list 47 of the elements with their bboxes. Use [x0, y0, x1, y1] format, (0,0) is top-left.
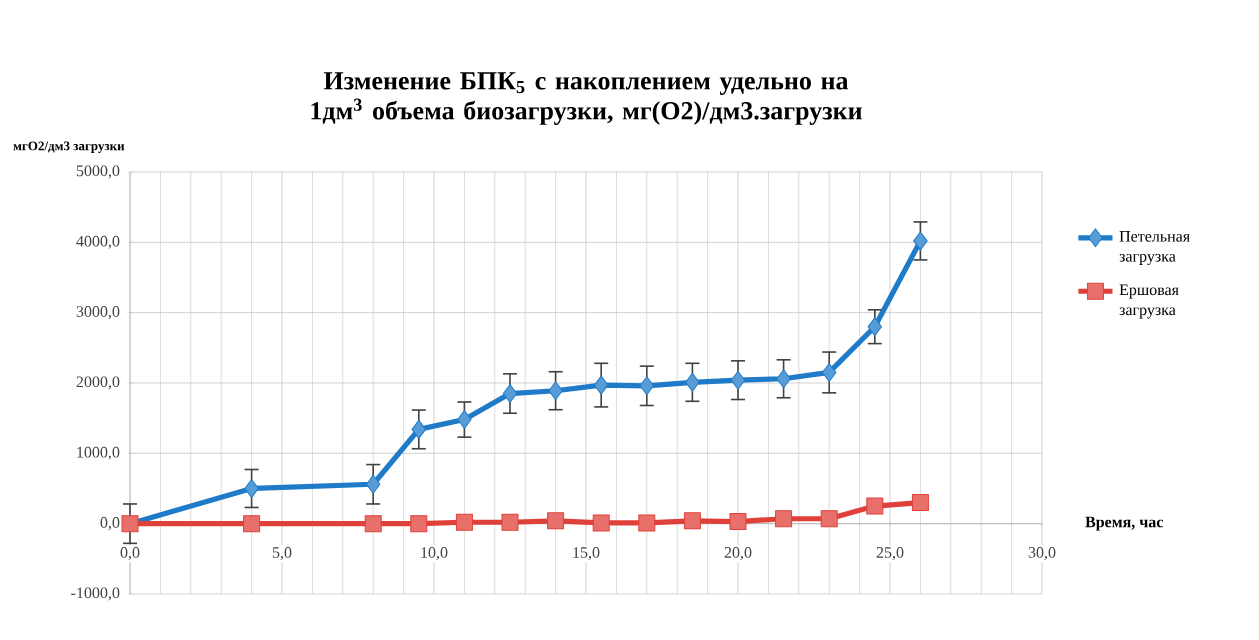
point	[867, 317, 883, 337]
legend-label: Петельная загрузка	[1119, 231, 1190, 265]
point	[244, 478, 259, 498]
x-tick-label: 0,0	[120, 547, 140, 561]
x-tick-label: 5,0	[272, 547, 292, 561]
point	[639, 376, 655, 396]
x-tick-label: 25,0	[876, 547, 904, 561]
point	[730, 370, 746, 390]
x-tick-label: 30,0	[1028, 547, 1056, 561]
x-tick-label: 15,0	[573, 547, 600, 561]
y-axis-title: мгO2/дм3 загрузки	[13, 141, 125, 153]
y-tick-label: 5000,0	[76, 165, 120, 179]
point	[866, 497, 884, 515]
point	[548, 381, 563, 401]
point	[365, 474, 381, 494]
x-tick-label: 20,0	[724, 547, 752, 561]
y-tick-label: 4000,0	[76, 235, 120, 249]
y-tick-label: 2000,0	[76, 376, 120, 390]
point	[685, 372, 700, 392]
point	[638, 514, 656, 532]
legend-label: Ершовая загрузка	[1119, 284, 1179, 319]
point	[592, 514, 610, 532]
y-tick-label: 3000,0	[76, 306, 120, 320]
point	[243, 515, 261, 533]
y-tick-label: -1000,0	[71, 587, 120, 601]
point	[457, 410, 472, 430]
point	[820, 510, 838, 528]
point	[501, 513, 519, 531]
point	[821, 362, 837, 382]
point	[547, 512, 565, 530]
point	[502, 384, 518, 404]
point	[913, 231, 928, 251]
x-axis-title: Время, час	[1085, 516, 1164, 531]
point	[364, 515, 382, 533]
point	[455, 513, 473, 531]
y-tick-label: 0,0	[100, 517, 120, 531]
point	[729, 513, 747, 531]
chart-title: Изменение БПК$_{5}$ с накоплением удельно на 1дм$^{3}$ объема биозагрузки, мг(O2)/дм3.загрузки	[311, 72, 862, 125]
point	[911, 494, 929, 512]
point	[776, 369, 791, 389]
point	[411, 419, 427, 439]
x-tick-label: 10,0	[421, 547, 448, 561]
point	[593, 375, 609, 395]
point	[775, 510, 793, 528]
point	[410, 515, 428, 533]
y-tick-label: 1000,0	[77, 446, 120, 460]
point	[683, 512, 701, 530]
